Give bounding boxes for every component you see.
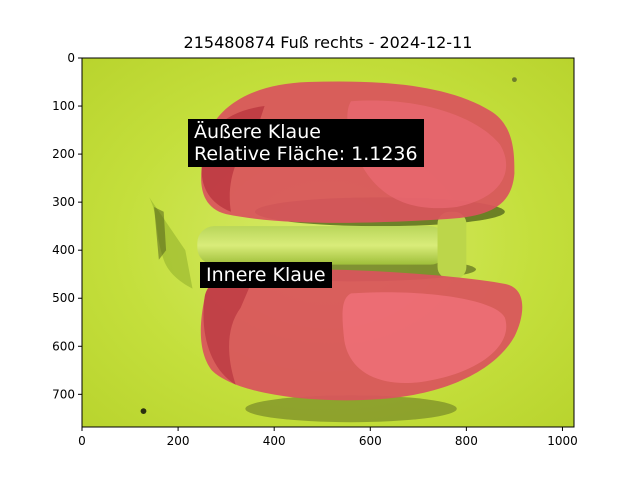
annotation-inner-claw-title: Innere Klaue	[206, 264, 326, 286]
annotation-outer-claw: Äußere Klaue Relative Fläche: 1.1236	[188, 119, 424, 167]
x-tick-label: 600	[359, 434, 382, 448]
y-tick-label: 100	[52, 99, 75, 113]
figure-title: 215480874 Fuß rechts - 2024-12-11	[183, 33, 473, 52]
x-tick-label: 400	[263, 434, 286, 448]
x-tick-label: 1000	[547, 434, 578, 448]
y-tick-label: 600	[52, 339, 75, 353]
y-tick-label: 700	[52, 387, 75, 401]
debris-speck	[140, 408, 147, 415]
spacer-bar	[197, 226, 448, 265]
annotation-inner-claw: Innere Klaue	[200, 262, 332, 288]
y-tick-label: 200	[52, 147, 75, 161]
x-tick-label: 800	[455, 434, 478, 448]
y-tick-label: 500	[52, 291, 75, 305]
annotation-outer-claw-title: Äußere Klaue	[194, 121, 321, 143]
y-tick-label: 400	[52, 243, 75, 257]
image-plot-area: Äußere Klaue Relative Fläche: 1.1236 Inn…	[82, 58, 574, 427]
x-tick-label: 0	[78, 434, 86, 448]
annotation-outer-claw-area: Relative Fläche: 1.1236	[194, 143, 418, 165]
hoof-photo	[82, 58, 574, 427]
debris-speck	[512, 77, 517, 83]
y-tick-label: 300	[52, 195, 75, 209]
spacer-bar-end	[437, 211, 467, 280]
x-tick-label: 200	[167, 434, 190, 448]
y-tick-label: 0	[67, 51, 75, 65]
